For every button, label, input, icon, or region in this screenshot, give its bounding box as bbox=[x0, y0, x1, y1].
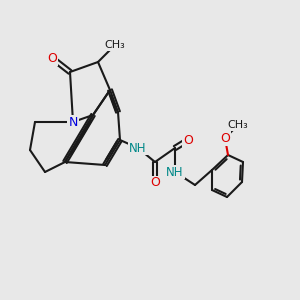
Text: O: O bbox=[220, 131, 230, 145]
Text: NH: NH bbox=[166, 166, 184, 178]
Text: O: O bbox=[183, 134, 193, 146]
Text: NH: NH bbox=[129, 142, 147, 154]
Text: O: O bbox=[47, 52, 57, 64]
Text: CH₃: CH₃ bbox=[105, 40, 125, 50]
Text: O: O bbox=[150, 176, 160, 190]
Text: N: N bbox=[68, 116, 78, 128]
Text: CH₃: CH₃ bbox=[228, 120, 248, 130]
